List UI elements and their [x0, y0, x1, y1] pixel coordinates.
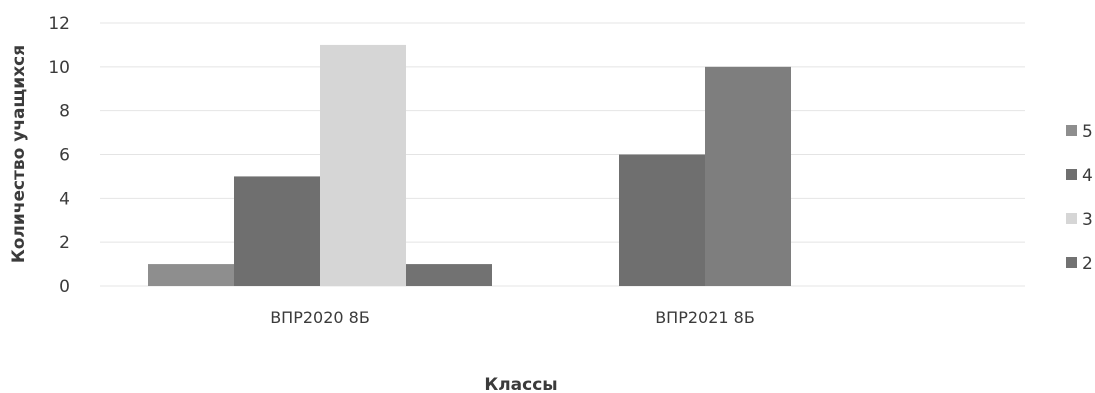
- legend-label-5: 5: [1082, 122, 1093, 142]
- y-tick-label: 0: [59, 277, 70, 297]
- legend-label-4: 4: [1082, 166, 1093, 186]
- bar-3-2: [705, 66, 791, 286]
- legend-swatch-3: [1066, 213, 1077, 224]
- y-tick-label: 2: [59, 233, 70, 253]
- y-axis-title: Количество учащихся: [9, 45, 29, 263]
- legend-label-3: 3: [1082, 210, 1093, 230]
- legend-swatch-4: [1066, 169, 1077, 180]
- legend-swatch-5: [1066, 125, 1077, 136]
- legend: 5 4 3 2: [1066, 122, 1093, 274]
- y-tick-label: 12: [48, 14, 70, 34]
- y-tick-label: 6: [59, 146, 70, 166]
- bar-2-1: [406, 264, 492, 286]
- x-axis-categories: ВПР2020 8Б ВПР2021 8Б: [270, 308, 755, 327]
- x-axis-title: Классы: [484, 375, 557, 393]
- y-tick-label: 8: [59, 102, 70, 122]
- bar-3-1: [320, 44, 406, 286]
- y-tick-label: 4: [59, 189, 70, 209]
- bars: [148, 44, 791, 286]
- legend-label-2: 2: [1082, 254, 1093, 274]
- legend-swatch-2: [1066, 257, 1077, 268]
- y-tick-label: 10: [48, 58, 70, 78]
- bar-4-2: [619, 154, 705, 286]
- x-category-label: ВПР2020 8Б: [270, 308, 370, 327]
- y-axis-ticks: 0 2 4 6 8 10 12: [48, 14, 70, 297]
- bar-4-1: [234, 176, 320, 286]
- bar-5-1: [148, 264, 234, 286]
- x-category-label: ВПР2021 8Б: [655, 308, 755, 327]
